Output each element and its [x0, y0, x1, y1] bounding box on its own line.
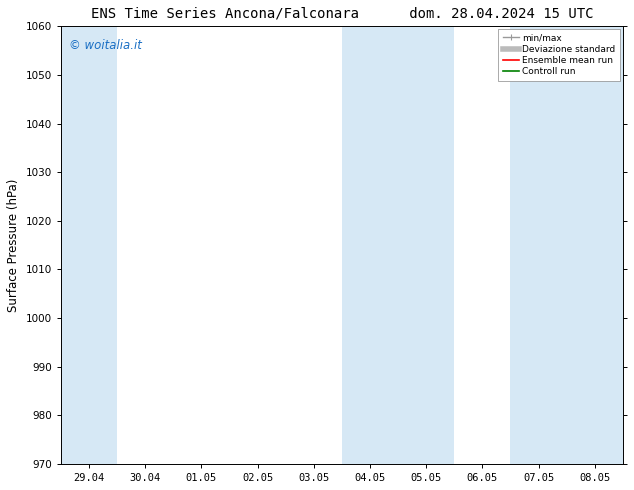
Bar	[510, 26, 623, 464]
Legend: min/max, Deviazione standard, Ensemble mean run, Controll run: min/max, Deviazione standard, Ensemble m…	[498, 29, 620, 81]
Bar	[61, 26, 117, 464]
Title: ENS Time Series Ancona/Falconara      dom. 28.04.2024 15 UTC: ENS Time Series Ancona/Falconara dom. 28…	[91, 7, 593, 21]
Y-axis label: Surface Pressure (hPa): Surface Pressure (hPa)	[7, 178, 20, 312]
Text: © woitalia.it: © woitalia.it	[69, 39, 142, 52]
Bar	[342, 26, 454, 464]
